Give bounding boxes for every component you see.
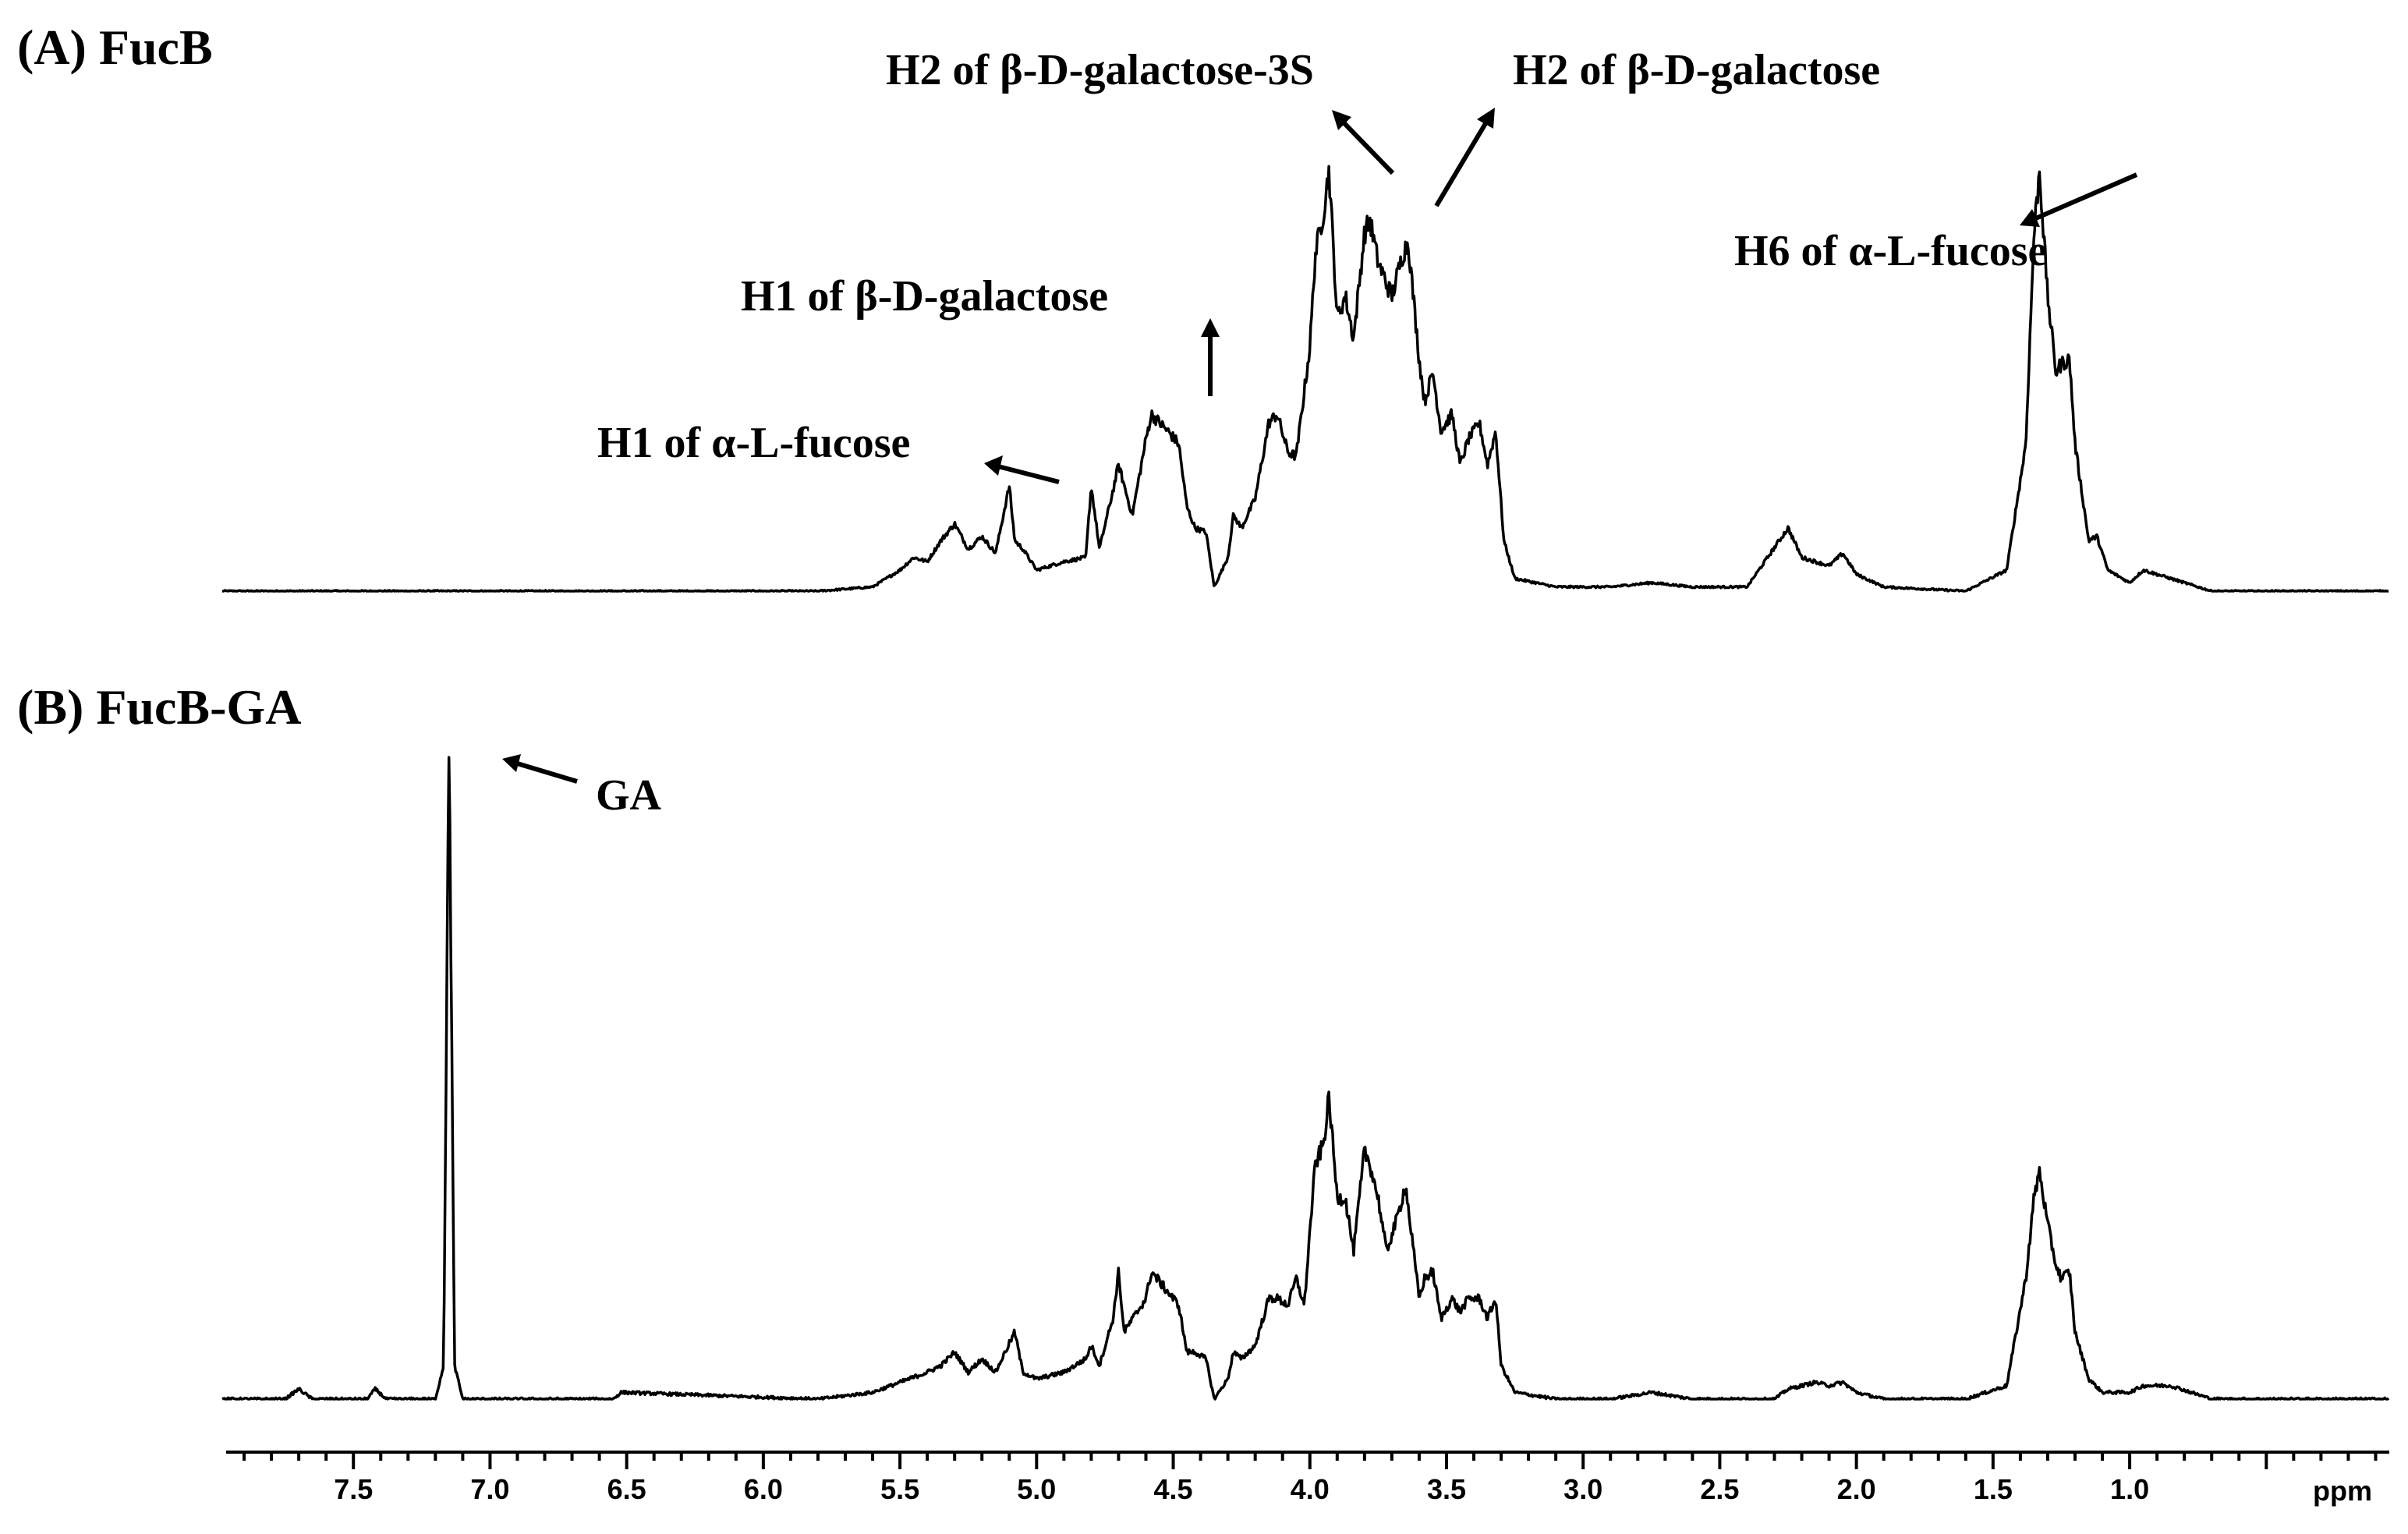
annotation-h1-fucose-arrowhead [984,455,1003,476]
annotation-ga: GA [502,754,662,820]
annotation-h1-galactose-arrowhead [1201,318,1220,337]
annotation-h1-galactose: H1 of β-D-galactose [741,272,1220,396]
x-axis-tick-label: 5.5 [880,1473,919,1505]
annotation-h2-galactose-3s-arrowhead [1332,110,1351,130]
annotation-h2-galactose: H2 of β-D-galactose [1434,46,1880,207]
x-axis-tick-label: 3.5 [1427,1473,1466,1505]
panel-a-title: (A) FucB [17,19,213,75]
spectrum-b-line [221,756,2390,1401]
x-axis-tick-label: 6.5 [607,1473,646,1505]
x-axis-unit-label: ppm [2313,1475,2372,1507]
annotation-h2-galactose-3s: H2 of β-D-galactose-3S [886,46,1395,175]
x-axis-tick-label: 7.0 [470,1473,509,1505]
annotation-h1-fucose: H1 of α-L-fucose [597,419,1060,484]
annotation-ga-arrowhead [502,754,521,772]
annotation-h2-galactose-3s-label: H2 of β-D-galactose-3S [886,46,1314,94]
annotation-h2-galactose-label: H2 of β-D-galactose [1513,46,1880,94]
x-axis-major-ticks [352,1452,2268,1469]
annotation-h1-fucose-arrow [994,463,1060,484]
panel-b: (B) FucB-GA GA [17,679,2390,1401]
x-axis-tick-label: 2.0 [1837,1473,1876,1505]
x-axis-tick-label: 2.5 [1700,1473,1739,1505]
x-axis-tick-label: 1.5 [1974,1473,2013,1505]
x-axis-minor-ticks [243,1452,2378,1461]
x-axis-tick-label: 1.0 [2110,1473,2149,1505]
spectrum-a-line [221,165,2389,593]
annotation-h6-fucose-arrow [2031,172,2138,222]
x-axis-tick-label: 4.5 [1154,1473,1193,1505]
annotation-ga-label: GA [596,771,662,820]
panel-a: (A) FucB H1 of α-L-fucose H1 of β-D-gala… [17,19,2389,593]
x-axis: 7.5 7.0 6.5 6.0 5.5 5.0 4.5 4.0 3.5 3.0 2.5 2.0 1.5 1… [226,1451,2389,1507]
x-axis-tick-labels: 7.5 7.0 6.5 6.0 5.5 5.0 4.5 4.0 3.5 3.0 2.5 2.0 1.5 1… [334,1473,2149,1505]
annotation-h6-fucose-label: H6 of α-L-fucose [1734,227,2047,275]
x-axis-tick-label: 7.5 [334,1473,373,1505]
annotation-h6-fucose: H6 of α-L-fucose [1734,172,2138,275]
panel-b-title: (B) FucB-GA [17,679,301,735]
x-axis-tick-label: 5.0 [1017,1473,1056,1505]
annotation-h1-galactose-label: H1 of β-D-galactose [741,272,1108,321]
annotation-h6-fucose-arrowhead [2020,209,2040,227]
annotation-ga-arrow [514,760,578,784]
x-axis-tick-label: 4.0 [1291,1473,1330,1505]
annotation-h2-galactose-3s-arrow [1339,118,1395,175]
annotation-h2-galactose-arrow [1434,119,1489,207]
annotation-h1-fucose-label: H1 of α-L-fucose [597,419,910,467]
annotation-h2-galactose-arrowhead [1477,108,1495,129]
x-axis-tick-label: 3.0 [1563,1473,1602,1505]
x-axis-tick-label: 6.0 [744,1473,783,1505]
